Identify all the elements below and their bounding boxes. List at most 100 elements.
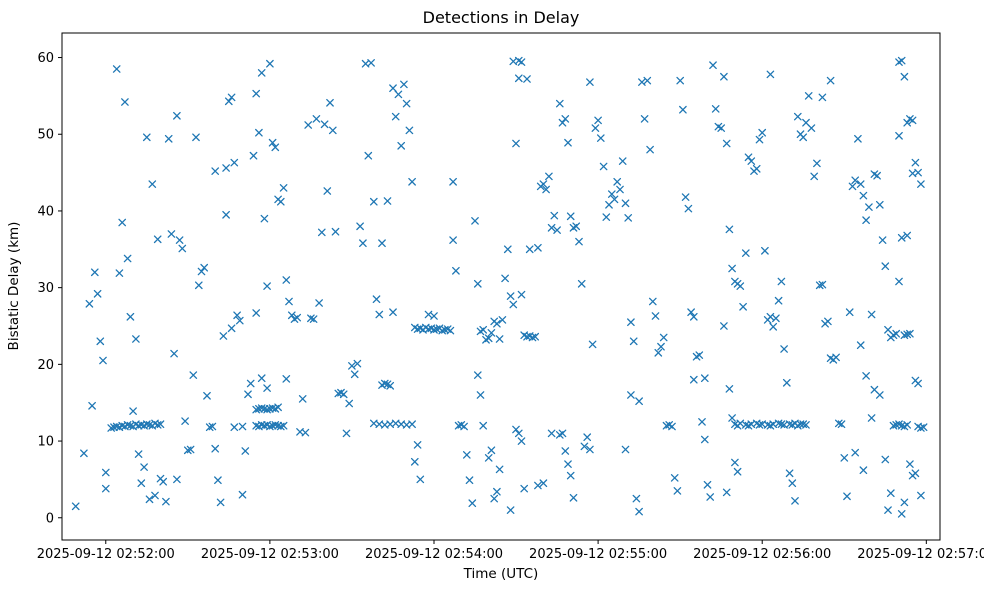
- scatter-point: [479, 325, 488, 334]
- scatter-point: [490, 494, 499, 503]
- scatter-point: [222, 164, 230, 172]
- scatter-point: [498, 316, 507, 324]
- scatter-point: [897, 510, 906, 518]
- scatter-point: [331, 227, 340, 236]
- scatter-point: [558, 118, 567, 127]
- scatter-point: [725, 225, 734, 234]
- scatter-point: [583, 433, 592, 442]
- scatter-point: [282, 276, 291, 284]
- scatter-point: [227, 93, 236, 102]
- scatter-point: [506, 292, 515, 300]
- scatter-point: [627, 318, 635, 327]
- scatter-point: [501, 274, 509, 283]
- scatter-point: [263, 384, 271, 392]
- scatter-point: [607, 190, 616, 198]
- scatter-point: [211, 444, 220, 453]
- scatter-point: [246, 379, 255, 388]
- scatter-point: [369, 197, 378, 206]
- y-tick-label: 30: [37, 281, 54, 296]
- scatter-point: [588, 340, 597, 349]
- scatter-point: [687, 308, 695, 317]
- scatter-point: [465, 476, 474, 485]
- scatter-point: [856, 180, 865, 188]
- scatter-point: [758, 128, 767, 137]
- scatter-point: [837, 420, 846, 429]
- scatter-point: [473, 371, 482, 379]
- scatter-point: [881, 455, 890, 464]
- scatter-point: [632, 494, 641, 503]
- scatter-point: [832, 353, 840, 362]
- scatter-point: [101, 468, 110, 477]
- scatter-point: [402, 99, 411, 108]
- scatter-point: [728, 264, 736, 273]
- scatter-point: [181, 417, 189, 425]
- scatter-point: [561, 447, 570, 455]
- scatter-point: [255, 128, 263, 137]
- scatter-point: [339, 390, 348, 399]
- scatter-point: [359, 239, 367, 248]
- scatter-point: [400, 80, 408, 89]
- scatter-point: [654, 348, 663, 357]
- scatter-point: [260, 214, 269, 223]
- scatter-point: [566, 212, 575, 221]
- scatter-point: [698, 418, 706, 426]
- y-tick-label: 40: [37, 204, 54, 219]
- scatter-point: [862, 372, 870, 380]
- scatter-point: [446, 326, 455, 335]
- scatter-point: [391, 112, 400, 121]
- y-axis-ticks: 0 10 20 30 40 50 60: [37, 51, 62, 526]
- scatter-point: [657, 342, 665, 351]
- scatter-point: [733, 467, 742, 476]
- scatter-point: [580, 442, 589, 451]
- scatter-point: [840, 454, 849, 462]
- x-tick-label: 2025-09-12 02:56:00: [693, 547, 831, 562]
- scatter-point: [569, 493, 578, 502]
- scatter-point: [238, 490, 247, 499]
- scatter-point: [695, 351, 704, 359]
- scatter-point: [804, 92, 813, 100]
- scatter-point: [479, 421, 488, 430]
- scatter-point: [353, 359, 362, 368]
- scatter-point: [238, 422, 247, 431]
- scatter-point: [561, 115, 570, 123]
- scatter-point: [542, 185, 550, 194]
- scatter-point: [875, 391, 884, 399]
- scatter-point: [186, 445, 195, 454]
- scatter-point: [878, 236, 887, 244]
- scatter-point: [148, 180, 157, 188]
- scatter-point: [621, 445, 630, 454]
- scatter-point: [534, 243, 542, 252]
- scatter-point: [134, 450, 143, 458]
- scatter-point: [886, 489, 895, 498]
- scatter-point: [531, 332, 540, 341]
- scatter-point: [145, 495, 154, 504]
- scatter-point: [689, 312, 698, 321]
- scatter-point: [640, 115, 649, 123]
- scatter-point: [235, 316, 244, 325]
- scatter-point: [917, 180, 925, 188]
- scatter-point: [684, 204, 693, 213]
- scatter-point: [673, 487, 682, 495]
- scatter-point: [71, 502, 80, 511]
- scatter-point: [780, 345, 788, 353]
- scatter-point: [304, 121, 313, 129]
- scatter-point: [257, 374, 266, 383]
- scatter-point: [129, 407, 137, 415]
- scatter-point: [720, 322, 728, 330]
- scatter-point: [224, 97, 233, 106]
- scatter-point: [897, 233, 906, 242]
- scatter-point: [717, 124, 726, 132]
- scatter-point: [755, 421, 764, 429]
- scatter-point: [252, 89, 261, 98]
- scatter-point: [895, 131, 903, 140]
- scatter-point: [487, 329, 496, 337]
- scatter-point: [818, 280, 827, 289]
- scatter-point: [126, 312, 135, 321]
- scatter-point: [728, 414, 736, 422]
- x-tick-label: 2025-09-12 02:53:00: [201, 547, 339, 562]
- scatter-point: [211, 167, 220, 175]
- scatter-point: [659, 333, 668, 342]
- scatter-point: [285, 297, 293, 306]
- scatter-point: [320, 120, 329, 129]
- scatter-point: [903, 421, 912, 429]
